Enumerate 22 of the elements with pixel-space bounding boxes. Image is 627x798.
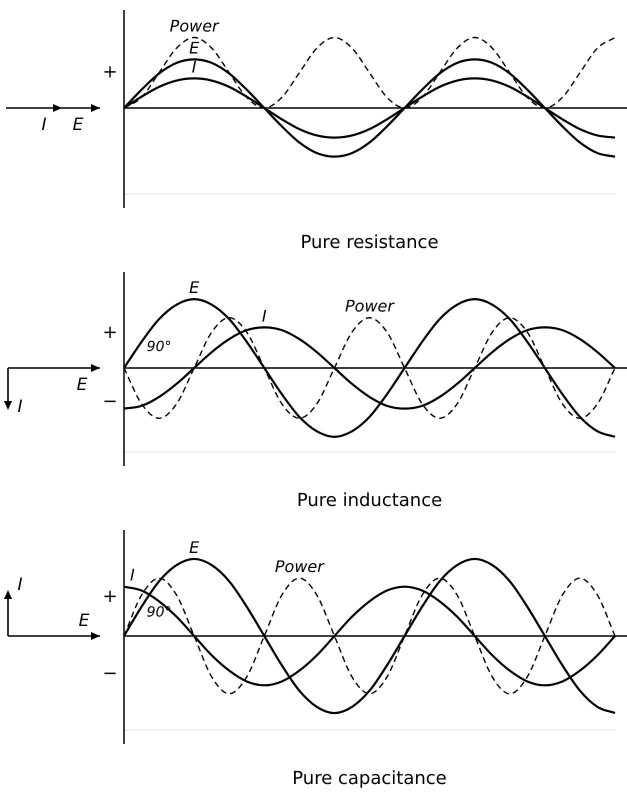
series-label: E bbox=[189, 538, 200, 557]
text: Pure resistance bbox=[300, 232, 439, 253]
text: + bbox=[102, 61, 118, 82]
text: − bbox=[102, 391, 118, 412]
series-label: E bbox=[189, 38, 200, 58]
phasor-diagram: E I bbox=[0, 262, 100, 520]
text: + bbox=[102, 322, 118, 344]
series-label: I bbox=[192, 57, 197, 76]
phasor-diagram: I E bbox=[0, 0, 100, 262]
text: Pure inductance bbox=[296, 490, 442, 511]
annotation: 90° bbox=[146, 338, 172, 355]
series-label: Power bbox=[274, 557, 326, 576]
text: Pure capacitance bbox=[292, 768, 447, 789]
annotation: 90° bbox=[146, 604, 172, 621]
series-label: E bbox=[189, 278, 200, 298]
phasor-diagram: E I bbox=[0, 520, 100, 798]
text: − bbox=[102, 663, 118, 684]
series-label: Power bbox=[345, 296, 396, 316]
series-label: Power bbox=[170, 16, 220, 36]
series-label: I bbox=[130, 566, 135, 585]
text: + bbox=[102, 586, 118, 608]
series-label: I bbox=[262, 306, 267, 326]
